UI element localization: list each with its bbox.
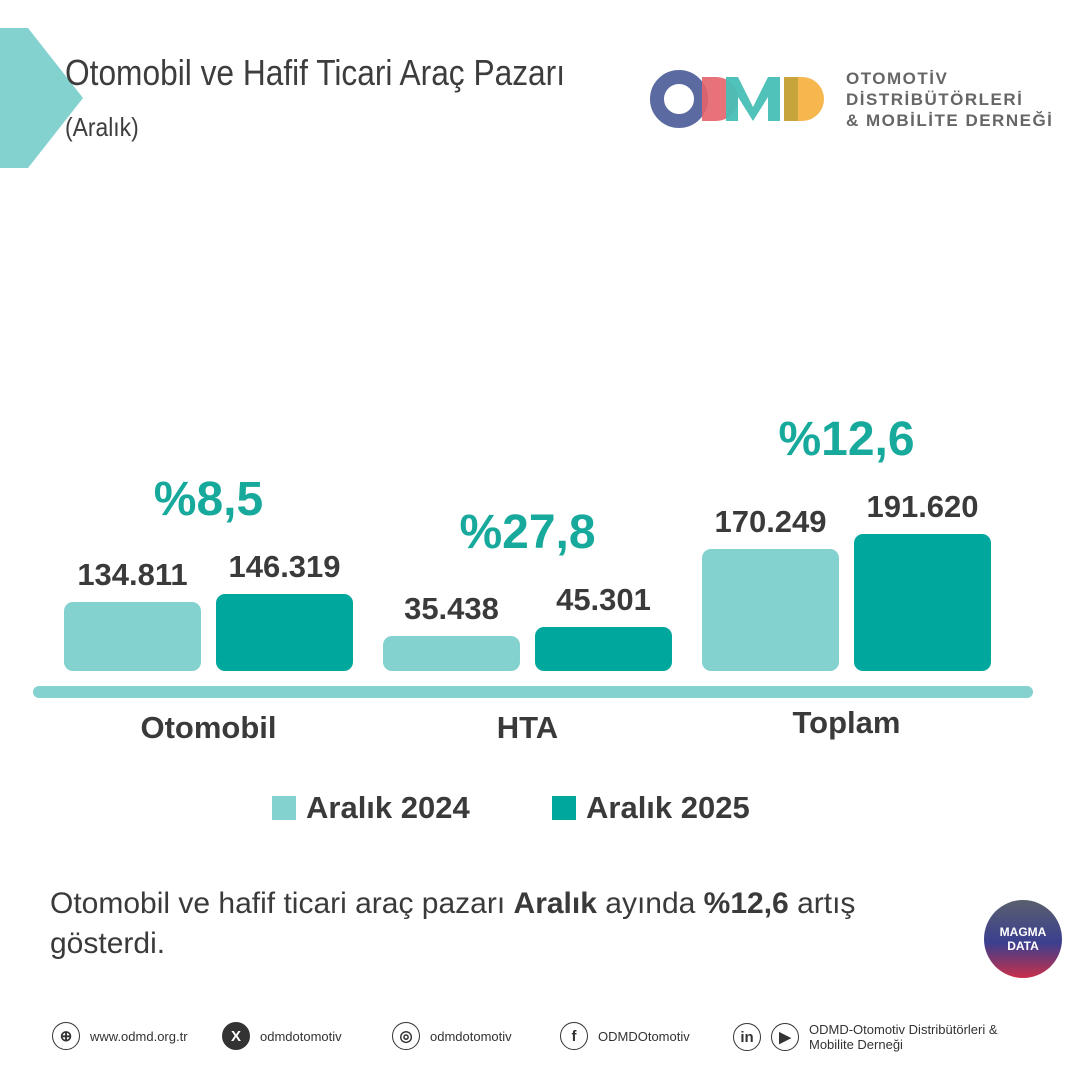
odmd-logo: [650, 70, 824, 128]
footer-website[interactable]: ⊕ www.odmd.org.tr: [52, 1022, 188, 1050]
bar-toplam-2024: [702, 549, 839, 671]
change-label: %27,8: [459, 506, 596, 559]
legend-swatch: [272, 796, 296, 820]
logo-line: & MOBİLİTE DERNEĞİ: [846, 111, 1054, 130]
legend-item-2024: Aralık 2024: [272, 790, 470, 826]
footer-facebook[interactable]: f ODMDOtomotiv: [560, 1022, 690, 1050]
bar-hta-2024: [383, 636, 520, 671]
logo-line: DİSTRİBÜTÖRLERİ: [846, 90, 1024, 109]
bar-hta-2025: [535, 627, 672, 671]
footer-linkedin-youtube[interactable]: in ▶ ODMD-Otomotiv Distribütörleri & Mobil…: [733, 1022, 999, 1052]
linkedin-icon: in: [733, 1023, 761, 1051]
legend-label: Aralık 2024: [306, 790, 470, 825]
footer-instagram[interactable]: ◎ odmdotomotiv: [392, 1022, 512, 1050]
x-axis-line: [33, 686, 1033, 698]
header-accent-arrow: [28, 28, 83, 168]
value-label: 35.438: [404, 591, 499, 626]
logo-text: OTOMOTİV DİSTRİBÜTÖRLERİ & MOBİLİTE DERN…: [846, 68, 1053, 131]
x-icon: X: [222, 1022, 250, 1050]
youtube-icon: ▶: [771, 1023, 799, 1051]
summary-text: Otomobil ve hafif ticari araç pazarı Ara…: [50, 884, 970, 964]
value-label: 191.620: [866, 489, 979, 524]
page-subtitle: (Aralık): [65, 112, 139, 142]
bar-toplam-2025: [854, 534, 991, 671]
footer-label: odmdotomotiv: [260, 1028, 342, 1044]
globe-icon: ⊕: [52, 1022, 80, 1050]
value-label: 170.249: [714, 504, 827, 539]
change-label: %8,5: [153, 473, 264, 526]
summary-bold: Aralık: [513, 887, 597, 920]
legend-label: Aralık 2025: [586, 790, 750, 825]
page-title: Otomobil ve Hafif Ticari Araç Pazarı: [65, 52, 566, 93]
value-label: 134.811: [77, 557, 188, 592]
bar-otomobil-2025: [216, 594, 353, 671]
summary-part: ayında: [596, 887, 704, 920]
summary-bold: %12,6: [703, 887, 789, 920]
footer-label: www.odmd.org.tr: [90, 1028, 188, 1044]
change-label: %12,6: [778, 413, 915, 466]
bar-otomobil-2024: [64, 602, 201, 671]
badge-text: MAGMA: [999, 925, 1047, 939]
category-label: Otomobil: [140, 710, 277, 745]
magma-data-badge: MAGMA DATA: [984, 900, 1062, 978]
footer-label: odmdotomotiv: [430, 1028, 512, 1044]
instagram-icon: ◎: [392, 1022, 420, 1050]
summary-part: artış gösterdi.: [50, 887, 856, 960]
category-label: Toplam: [792, 705, 901, 740]
badge-text: DATA: [1007, 939, 1039, 953]
facebook-icon: f: [560, 1022, 588, 1050]
footer-label: ODMD-Otomotiv Distribütörleri & Mobilite…: [809, 1022, 998, 1052]
value-label: 146.319: [228, 549, 341, 584]
value-label: 45.301: [556, 582, 651, 617]
category-label: HTA: [496, 710, 559, 745]
footer-label: ODMDOtomotiv: [598, 1028, 690, 1044]
legend-item-2025: Aralık 2025: [552, 790, 750, 826]
legend-swatch: [552, 796, 576, 820]
logo-line: OTOMOTİV: [846, 69, 949, 88]
summary-part: Otomobil ve hafif ticari araç pazarı: [50, 887, 514, 920]
header-accent: [0, 28, 28, 168]
